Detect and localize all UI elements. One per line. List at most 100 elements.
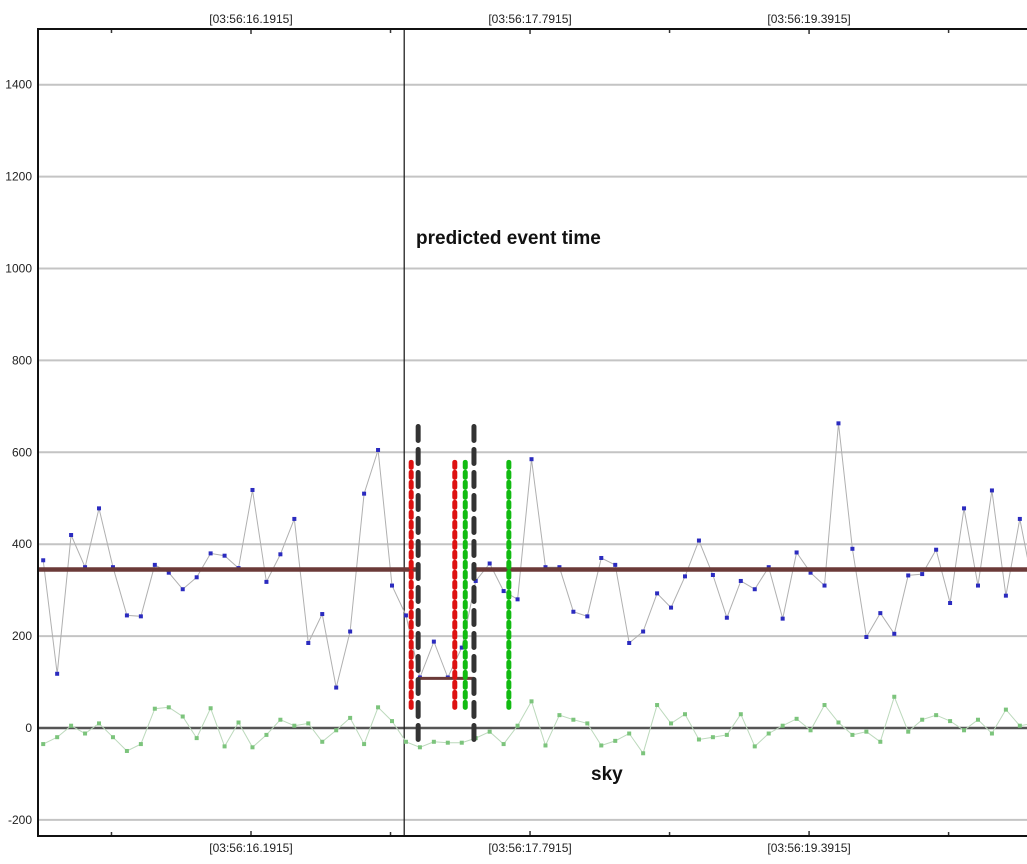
data-point-sky: [962, 728, 967, 733]
data-point-sky: [403, 739, 408, 744]
data-point-sky: [180, 714, 185, 719]
y-tick-label: 600: [12, 445, 32, 459]
x-axis-ticks: [03:56:16.1915] [03:56:16.1915] [03:56:17.…: [110, 12, 950, 855]
data-point-target: [320, 612, 325, 617]
plot-frame: [37, 28, 1027, 837]
data-point-target: [892, 631, 897, 636]
data-point-target: [278, 552, 283, 557]
data-point-target: [166, 570, 171, 575]
data-point-target: [920, 572, 925, 577]
data-point-sky: [682, 712, 687, 717]
data-point-sky: [655, 703, 660, 708]
data-point-target: [138, 614, 143, 619]
data-point-target: [152, 562, 157, 567]
data-point-sky: [864, 729, 869, 734]
data-point-sky: [320, 739, 325, 744]
data-point-target: [864, 635, 869, 640]
data-point-target: [780, 616, 785, 621]
data-point-sky: [487, 729, 492, 734]
data-point-sky: [557, 713, 562, 718]
data-point-sky: [599, 743, 604, 748]
data-point-target: [250, 487, 255, 492]
data-point-target: [934, 547, 939, 552]
data-point-target: [501, 589, 506, 594]
data-point-target: [585, 614, 590, 619]
data-point-target: [487, 561, 492, 566]
gridlines: [38, 83, 1027, 821]
data-point-sky: [306, 721, 311, 726]
data-point-sky: [515, 723, 520, 728]
data-point-sky: [362, 742, 367, 747]
data-point-sky: [376, 705, 381, 710]
data-point-sky: [794, 716, 799, 721]
data-point-target: [222, 553, 227, 558]
data-point-target: [194, 575, 199, 580]
data-point-target: [515, 597, 520, 602]
data-point-sky: [571, 717, 576, 722]
annotation-predicted-event-time: predicted event time: [416, 228, 601, 249]
y-tick-label: 1000: [5, 262, 32, 276]
data-point-target: [376, 448, 381, 453]
data-point-target: [808, 570, 813, 575]
data-point-sky: [613, 738, 618, 743]
y-tick-label: 1200: [5, 170, 32, 184]
data-point-target: [710, 572, 715, 577]
data-point-sky: [431, 739, 436, 744]
data-point-sky: [989, 731, 994, 736]
annotation-sky: sky: [591, 764, 623, 785]
data-point-sky: [1017, 723, 1022, 728]
series-line-sky: [42, 695, 1027, 755]
data-point-target: [669, 605, 674, 610]
data-point-target: [41, 558, 46, 563]
data-point-target: [124, 613, 129, 618]
data-point-target: [627, 640, 632, 645]
data-point-sky: [292, 723, 297, 728]
y-tick-label: 1400: [5, 78, 32, 92]
data-point-sky: [836, 720, 841, 725]
data-point-target: [1003, 593, 1008, 598]
data-point-sky: [264, 732, 269, 737]
data-point-target: [655, 591, 660, 596]
data-point-target: [529, 457, 534, 462]
data-point-target: [431, 639, 436, 644]
data-point-sky: [724, 732, 729, 737]
data-point-sky: [83, 731, 88, 736]
data-point-sky: [850, 732, 855, 737]
data-point-target: [682, 574, 687, 579]
data-point-target: [766, 565, 771, 570]
data-point-sky: [208, 706, 213, 711]
data-point-sky: [948, 719, 953, 724]
data-point-sky: [110, 735, 115, 740]
x-tick-label-top: [03:56:16.1915]: [209, 12, 292, 26]
plot-area: [38, 29, 1027, 836]
x-tick-label-top: [03:56:17.7915]: [488, 12, 571, 26]
data-point-target: [975, 583, 980, 588]
data-point-target: [97, 506, 102, 511]
data-point-sky: [975, 717, 980, 722]
data-point-target: [906, 573, 911, 578]
data-point-target: [55, 671, 60, 676]
data-point-sky: [138, 742, 143, 747]
data-point-target: [180, 587, 185, 592]
data-point-sky: [152, 706, 157, 711]
data-point-sky: [41, 742, 46, 747]
data-point-sky: [752, 744, 757, 749]
data-point-target: [1017, 516, 1022, 521]
data-point-target: [69, 533, 74, 538]
data-point-sky: [69, 723, 74, 728]
data-point-target: [948, 601, 953, 606]
data-point-target: [571, 609, 576, 614]
data-point-sky: [696, 737, 701, 742]
data-point-sky: [808, 728, 813, 733]
data-point-target: [850, 546, 855, 551]
x-tick-label-top: [03:56:19.3915]: [767, 12, 850, 26]
data-point-target: [557, 565, 562, 570]
data-point-sky: [250, 745, 255, 750]
data-point-sky: [641, 751, 646, 756]
data-point-target: [348, 629, 353, 634]
data-point-sky: [780, 723, 785, 728]
data-point-sky: [124, 748, 129, 753]
data-point-sky: [766, 731, 771, 736]
data-point-target: [264, 579, 269, 584]
x-tick-label-bottom: [03:56:17.7915]: [488, 841, 571, 855]
